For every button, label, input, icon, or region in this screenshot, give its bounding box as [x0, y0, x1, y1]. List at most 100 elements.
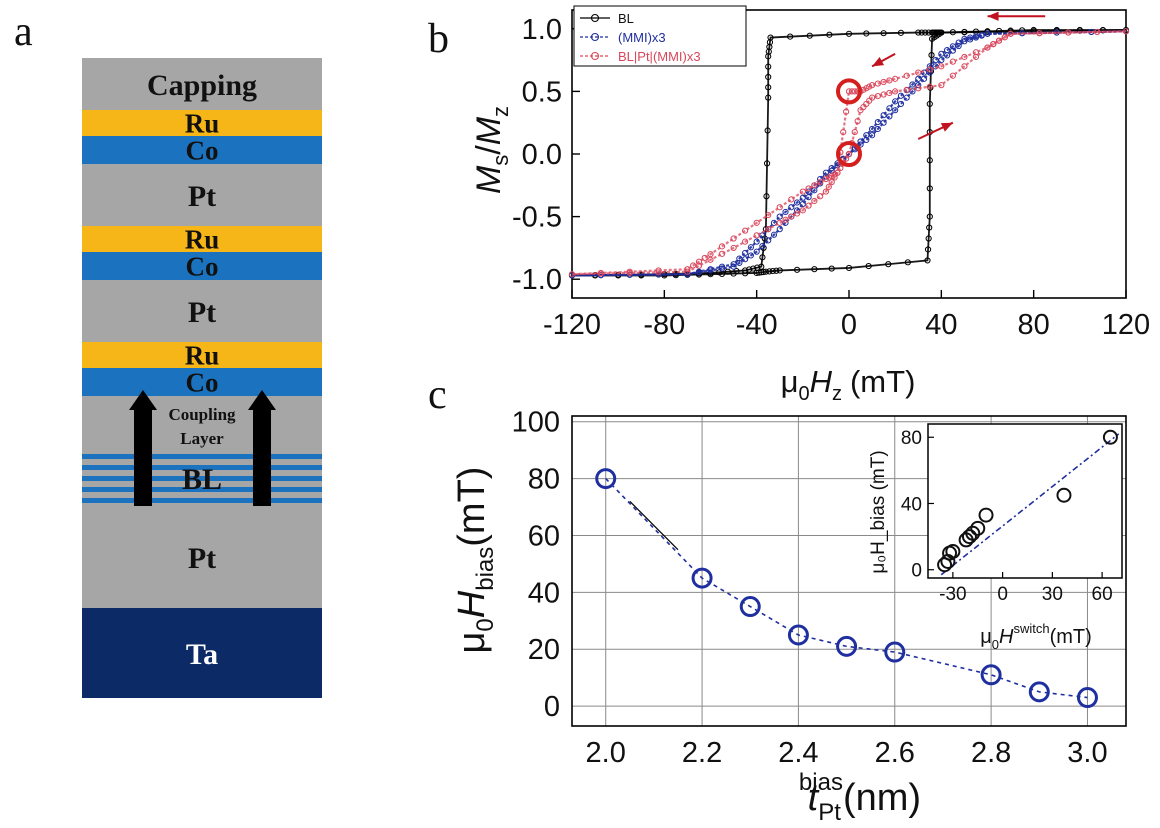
data-point — [949, 47, 956, 54]
coupling-arrow-shaft — [134, 408, 152, 506]
data-point — [1065, 29, 1072, 36]
data-point — [769, 267, 776, 275]
x-tick-label: 2.8 — [971, 737, 1011, 769]
data-point — [755, 269, 763, 276]
data-point — [776, 204, 783, 211]
data-point — [929, 35, 936, 42]
data-point — [793, 207, 801, 214]
data-point — [811, 182, 818, 189]
series-line — [605, 478, 1088, 699]
y-tick-label: 0.0 — [522, 139, 562, 171]
data-point — [880, 78, 887, 86]
inset-data-point — [965, 525, 981, 541]
data-point — [730, 270, 737, 277]
data-point — [990, 41, 997, 48]
data-point — [915, 85, 922, 92]
y-tick-label: 100 — [512, 407, 560, 439]
layer-label-7: Ru — [185, 341, 220, 371]
data-point — [776, 267, 783, 274]
data-point — [759, 254, 766, 261]
coupling-label: Coupling — [168, 405, 236, 424]
data-point — [949, 58, 956, 65]
data-point — [920, 75, 928, 82]
legend-label: BL|Pt|(MMI)x3 — [618, 49, 701, 64]
data-point — [978, 31, 985, 39]
y-tick-label: -0.5 — [512, 202, 562, 234]
legend-label: (MMI)x3 — [618, 30, 666, 45]
data-point — [765, 237, 772, 244]
layer-label-10: BL — [182, 463, 222, 496]
data-point — [892, 75, 899, 82]
data-point — [695, 258, 703, 265]
coupling-arrow-shaft — [253, 408, 271, 506]
data-point — [980, 664, 1002, 686]
layer-label-1: Ru — [185, 109, 220, 139]
sweep-arrow-head — [940, 122, 953, 132]
data-point — [885, 261, 892, 268]
data-point — [805, 194, 812, 201]
svg-text:μ0Hbias(mT): μ0Hbias(mT) — [451, 467, 499, 654]
data-point — [788, 204, 795, 211]
data-point — [760, 268, 767, 276]
data-point — [765, 226, 772, 233]
data-point — [736, 255, 743, 262]
y-tick-label: 20 — [528, 634, 560, 666]
coupling-arrow-head — [129, 390, 157, 410]
layer-8 — [82, 368, 322, 396]
data-point — [776, 226, 783, 233]
data-point — [805, 202, 812, 209]
data-point — [984, 30, 991, 37]
data-point — [799, 194, 806, 201]
inset-data-point — [961, 529, 977, 545]
data-point — [897, 29, 905, 36]
data-point — [718, 265, 726, 272]
data-point — [799, 200, 806, 208]
x-tick-label: 2.6 — [875, 737, 915, 769]
data-point — [845, 88, 853, 95]
layer-stack: CappingRuCoPtRuCoPtRuCoCouplingLayerBLPt… — [82, 58, 322, 698]
data-point — [655, 267, 662, 274]
data-point — [753, 248, 760, 255]
data-point — [903, 86, 910, 93]
data-point — [1099, 27, 1107, 34]
data-point — [825, 183, 832, 190]
data-point — [684, 266, 691, 273]
data-point — [961, 63, 968, 70]
inset-y-tick-label: 0 — [911, 561, 922, 582]
data-point — [949, 43, 956, 50]
data-point — [915, 69, 922, 76]
data-point — [926, 69, 933, 76]
panel-b-letter: b — [428, 16, 449, 62]
data-point — [746, 266, 753, 273]
data-point — [730, 244, 737, 252]
inset-y-tick-label: 40 — [901, 494, 922, 515]
panel-b-ylabel: Ms/Mz — [470, 106, 513, 194]
data-point — [817, 179, 824, 186]
data-point — [926, 185, 933, 192]
data-point — [811, 266, 818, 273]
y-tick-label: 60 — [528, 520, 560, 552]
data-point — [926, 100, 933, 108]
data-point — [753, 232, 760, 239]
panel-c-chart: 2.0 2.2 2.4 2.6 2.8 3.0 0 20 40 60 80 100 — [512, 407, 1127, 769]
panel-c-inset-chart: -30 0 30 60 0 40 80 — [901, 423, 1123, 605]
data-point — [759, 232, 766, 239]
y-tick-label: 1.0 — [522, 14, 562, 46]
layer-11 — [82, 506, 322, 608]
data-point — [799, 207, 806, 214]
leader-line — [629, 500, 679, 551]
data-point — [793, 210, 801, 217]
data-point — [840, 128, 847, 136]
y-tick-label: 0.5 — [522, 76, 562, 108]
highlight-marker — [836, 78, 862, 105]
data-point — [750, 265, 757, 272]
data-point — [758, 269, 765, 276]
layer-label-5: Co — [186, 252, 219, 282]
data-point — [767, 34, 774, 41]
data-point — [822, 188, 830, 195]
data-point — [984, 44, 991, 51]
data-point — [776, 219, 783, 226]
layer-label: Layer — [180, 429, 224, 448]
inset-data-point — [978, 507, 994, 523]
